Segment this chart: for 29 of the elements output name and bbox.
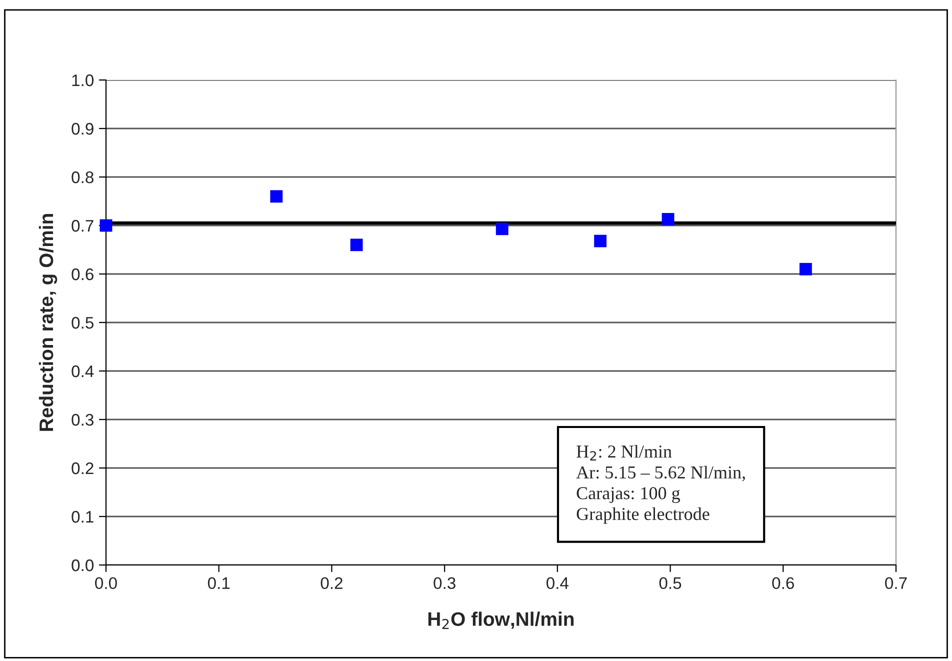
point <box>350 238 363 252</box>
y-tick-label: 0.6 <box>72 268 94 280</box>
x-tick-label: 0.1 <box>208 577 230 590</box>
y-tick-label: 0.8 <box>72 171 94 184</box>
y-tick-label: 0.3 <box>72 414 94 426</box>
y-axis-title: Reduction rate, g O/min <box>38 214 58 431</box>
x-tick-label: 0.7 <box>885 577 907 590</box>
y-tick-label: 0.7 <box>72 220 94 232</box>
point <box>270 190 283 203</box>
x-tick-label: 0.5 <box>659 577 682 590</box>
y-tick-label: 0.0 <box>72 559 94 572</box>
x-tick-label: 0.6 <box>772 577 794 590</box>
point <box>662 212 674 226</box>
y-tick-label: 0.4 <box>72 365 94 378</box>
point <box>594 234 607 248</box>
x-tick-label: 0.2 <box>320 577 342 590</box>
x-tick-label: 0.4 <box>546 577 569 590</box>
y-tick-label: 1.0 <box>72 74 94 86</box>
point <box>800 262 812 276</box>
annotation: H$_{2}$: 2 Nl/min Ar: 5.15 – 5.62 Nl/min, Carajas: 100 g Graphite electrode <box>576 444 745 524</box>
y-tick-label: 0.1 <box>72 510 94 523</box>
y-tick-label: 0.5 <box>72 316 94 329</box>
point <box>496 222 508 236</box>
x-tick-label: 0.0 <box>95 577 117 590</box>
y-tick-label: 0.9 <box>72 122 94 135</box>
x-axis-title: H$_{2}$O flow,Nl/min <box>428 612 574 629</box>
x-tick-label: 0.3 <box>434 577 456 590</box>
y-tick-label: 0.2 <box>72 462 94 474</box>
point <box>100 219 112 232</box>
